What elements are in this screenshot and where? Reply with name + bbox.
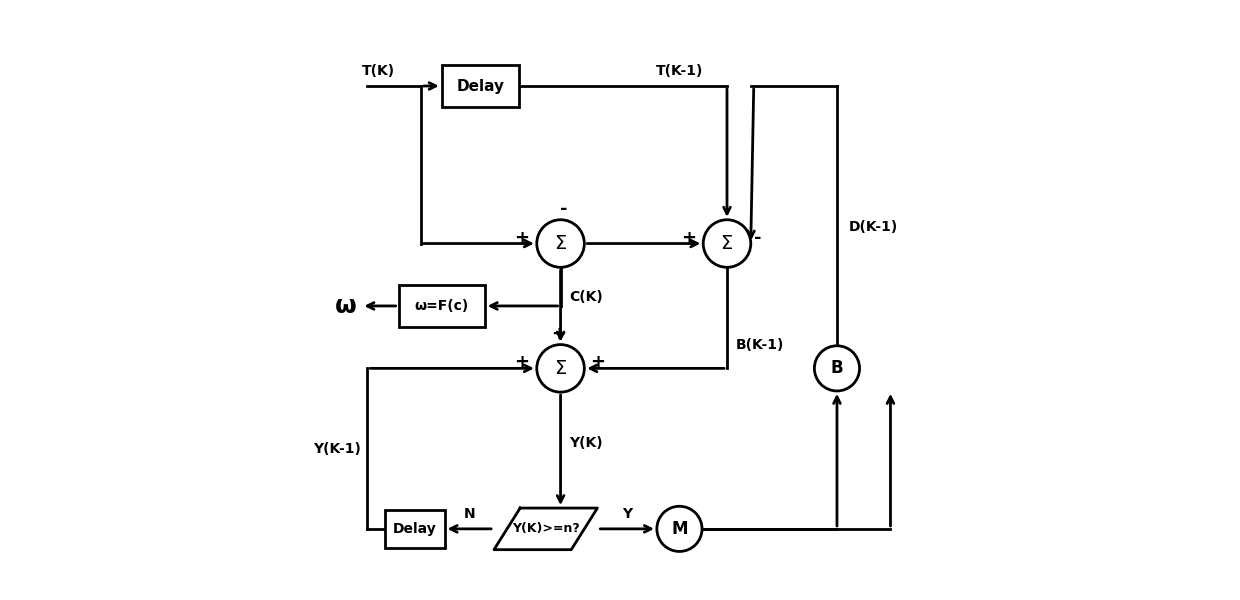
Circle shape (815, 346, 859, 391)
Text: T(K): T(K) (361, 64, 394, 78)
Polygon shape (494, 508, 598, 550)
Text: $\Sigma$: $\Sigma$ (554, 359, 567, 378)
Text: Delay: Delay (456, 79, 505, 94)
Text: M: M (671, 520, 688, 538)
Text: N: N (464, 507, 475, 521)
Text: Y: Y (622, 507, 632, 521)
Circle shape (537, 344, 584, 392)
Text: ω=F(c): ω=F(c) (414, 299, 469, 313)
Text: $\Sigma$: $\Sigma$ (554, 234, 567, 253)
Circle shape (537, 220, 584, 268)
Text: $\Sigma$: $\Sigma$ (720, 234, 734, 253)
Text: Y(K)>=n?: Y(K)>=n? (512, 523, 579, 535)
Text: +: + (552, 325, 567, 343)
Text: Y(K): Y(K) (569, 436, 603, 449)
Text: T(K-1): T(K-1) (656, 64, 703, 78)
FancyBboxPatch shape (398, 285, 485, 327)
Text: -: - (754, 229, 761, 247)
Circle shape (657, 506, 702, 551)
FancyBboxPatch shape (441, 65, 520, 107)
Text: +: + (590, 353, 605, 371)
Text: +: + (515, 229, 529, 247)
FancyBboxPatch shape (386, 509, 445, 548)
Text: ω: ω (335, 294, 356, 318)
Text: +: + (681, 229, 696, 247)
Text: C(K): C(K) (569, 290, 603, 304)
Text: +: + (515, 353, 529, 371)
Text: Y(K-1): Y(K-1) (314, 442, 361, 455)
Text: Delay: Delay (393, 522, 436, 536)
Text: B(K-1): B(K-1) (735, 338, 784, 352)
Circle shape (703, 220, 750, 268)
Text: -: - (559, 200, 567, 218)
Text: D(K-1): D(K-1) (849, 220, 898, 234)
Text: B: B (831, 359, 843, 377)
